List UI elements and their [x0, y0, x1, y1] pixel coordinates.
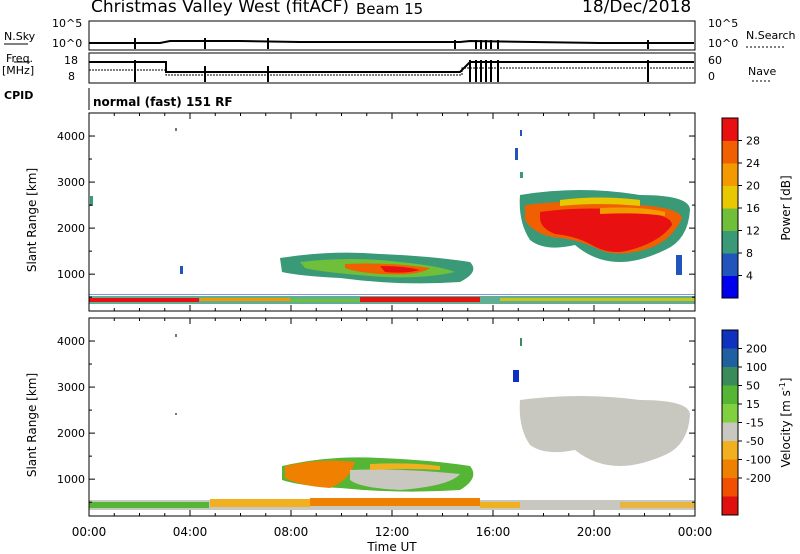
beam-label: Beam 15	[356, 0, 424, 18]
freq-tick-high: 18	[64, 54, 78, 67]
colorbar-segment	[722, 422, 738, 442]
colorbar-tick-label: -200	[746, 472, 771, 485]
power-panel	[88, 112, 696, 312]
colorbar-tick-label: -15	[746, 417, 764, 430]
nave-tick-high: 60	[708, 54, 722, 67]
cpid-label: CPID	[4, 89, 34, 102]
colorbar-tick-label: 16	[746, 202, 760, 215]
colorbar-tick-label: 50	[746, 380, 760, 393]
colorbar-tick-label: 200	[746, 343, 767, 356]
colorbar-segment	[722, 385, 738, 405]
colorbar-tick-label: -100	[746, 454, 771, 467]
nave-label: Nave	[748, 65, 777, 78]
power-blob-morning	[280, 252, 474, 284]
colorbar-segment	[722, 404, 738, 423]
y-tick-label: 1000	[57, 268, 85, 281]
x-tick-label: 20:00	[577, 525, 612, 539]
nsky-tick-low: 10^0	[52, 37, 83, 50]
colorbar-label: Power [dB]	[779, 175, 793, 240]
velocity-panel	[88, 317, 696, 517]
x-axis-label: Time UT	[366, 540, 417, 554]
nsearch-label: N.Search	[746, 29, 796, 42]
colorbar-segment	[722, 140, 738, 164]
nsearch-tick-low: 10^0	[708, 37, 739, 50]
velocity-blob-evening	[519, 396, 690, 466]
chart-title: Christmas Valley West (fitACF)	[91, 0, 350, 17]
colorbar-segment	[722, 441, 738, 460]
date-label: 18/Dec/2018	[582, 0, 692, 17]
noise-panel	[4, 20, 786, 51]
x-tick-label: 12:00	[375, 525, 410, 539]
velocity-ground-band	[89, 498, 695, 510]
y-tick-label: 2000	[57, 427, 85, 440]
colorbar-segment	[722, 367, 738, 386]
freq-unit: [MHz]	[2, 64, 35, 77]
y-axis-label: Slant Range [km]	[25, 373, 39, 477]
colorbar-tick-label: 15	[746, 398, 760, 411]
x-tick-label: 16:00	[476, 525, 511, 539]
colorbar-tick-label: 100	[746, 361, 767, 374]
y-axis-label: Slant Range [km]	[25, 168, 39, 272]
x-tick-label: 00:00	[72, 525, 107, 539]
y-tick-label: 1000	[57, 473, 85, 486]
colorbar-segment	[722, 459, 738, 479]
nsky-tick-high: 10^5	[52, 17, 83, 30]
nsky-label: N.Sky	[4, 30, 36, 43]
colorbar-tick-label: 24	[746, 157, 760, 170]
colorbar-segment	[722, 253, 738, 276]
y-tick-label: 3000	[57, 381, 85, 394]
colorbar-segment	[722, 118, 738, 141]
freq-label: Freq.	[6, 52, 34, 65]
colorbar-tick-label: 20	[746, 180, 760, 193]
x-tick-label: 00:00	[678, 525, 713, 539]
colorbar-segment	[722, 496, 738, 516]
colorbar-segment	[722, 208, 738, 231]
velocity-blob-morning	[282, 457, 474, 492]
cpid-value: normal (fast) 151 RF	[93, 95, 233, 109]
colorbar-tick-label: 8	[746, 247, 753, 260]
colorbar-label: Velocity [m s-1]	[778, 378, 793, 468]
power-ground-band	[89, 294, 695, 304]
nsearch-tick-high: 10^5	[708, 17, 739, 30]
noise-line	[89, 39, 694, 44]
power-blob-evening	[519, 190, 690, 262]
x-tick-label: 04:00	[173, 525, 208, 539]
colorbar-segment	[722, 230, 738, 254]
colorbar-tick-label: -50	[746, 435, 764, 448]
velocity-scatter-points	[175, 334, 522, 415]
colorbar-segment	[722, 330, 738, 349]
noise-spikes	[134, 38, 649, 49]
power-scatter-points	[90, 128, 682, 275]
freq-tick-low: 8	[68, 70, 75, 83]
colorbar-tick-label: 28	[746, 135, 760, 148]
nave-line	[89, 67, 694, 76]
colorbar-segment	[722, 348, 738, 368]
y-tick-label: 4000	[57, 335, 85, 348]
nave-tick-low: 0	[708, 70, 715, 83]
colorbar-segment	[722, 478, 738, 497]
freq-spikes	[134, 60, 649, 82]
colorbar-segment	[722, 275, 738, 299]
freq-panel	[14, 52, 772, 84]
y-tick-label: 3000	[57, 176, 85, 189]
colorbar-tick-label: 12	[746, 225, 760, 238]
x-tick-label: 08:00	[274, 525, 309, 539]
colorbar-segment	[722, 163, 738, 186]
y-tick-label: 2000	[57, 222, 85, 235]
y-tick-label: 4000	[57, 130, 85, 143]
colorbar-segment	[722, 185, 738, 209]
colorbar-tick-label: 4	[746, 270, 753, 283]
